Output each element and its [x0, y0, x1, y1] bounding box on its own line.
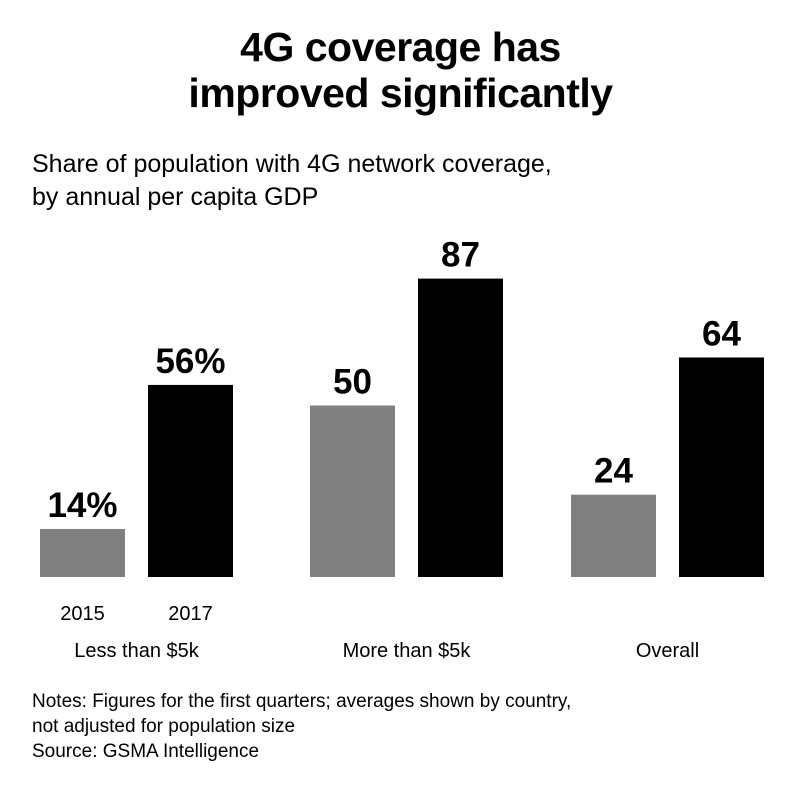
chart-title: 4G coverage has improved significantly: [0, 24, 801, 116]
chart-subtitle: Share of population with 4G network cove…: [32, 148, 772, 214]
notes-line-2: not adjusted for population size: [32, 716, 296, 737]
data-label-more-than-5k-2015: 50: [333, 363, 372, 402]
bar-overall-2015: [571, 494, 656, 577]
category-label-less-than-5k: Less than $5k: [74, 640, 200, 662]
data-label-less-than-5k-2015: 14%: [47, 486, 117, 525]
series-label-2017: 2017: [168, 603, 213, 625]
category-label-overall: Overall: [636, 640, 699, 662]
bar-less-than-5k-2015: [40, 528, 125, 577]
bar-overall-2017: [679, 357, 764, 577]
bar-chart: 14% 56% 50 87 24 64 2015 2017 Less than $5k More …: [40, 236, 764, 662]
data-label-less-than-5k-2017: 56%: [155, 342, 225, 381]
title-line-1: 4G coverage has: [240, 24, 561, 70]
subtitle-line-1: Share of population with 4G network cove…: [32, 150, 552, 178]
data-label-overall-2017: 64: [702, 314, 741, 353]
category-label-more-than-5k: More than $5k: [343, 640, 472, 662]
data-label-more-than-5k-2017: 87: [441, 236, 480, 275]
bar-more-than-5k-2015: [310, 405, 395, 577]
data-label-overall-2015: 24: [594, 452, 633, 491]
title-line-2: improved significantly: [188, 70, 613, 116]
bar-more-than-5k-2017: [418, 278, 503, 577]
notes-line-1: Notes: Figures for the first quarters; a…: [32, 691, 572, 712]
bar-less-than-5k-2017: [148, 384, 233, 577]
source-line: Source: GSMA Intelligence: [32, 741, 260, 762]
subtitle-line-2: by annual per capita GDP: [32, 183, 319, 211]
series-label-2015: 2015: [60, 603, 105, 625]
chart-notes: Notes: Figures for the first quarters; a…: [32, 689, 772, 764]
